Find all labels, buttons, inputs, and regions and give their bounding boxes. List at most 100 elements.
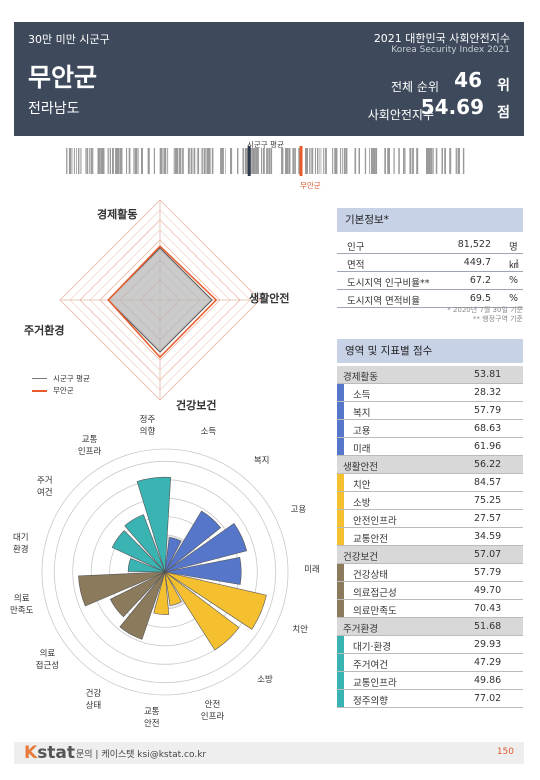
strip-tick — [294, 148, 296, 174]
group-color-bar — [337, 420, 344, 437]
indicator-row: 소득 28.32 — [337, 384, 523, 402]
strip-tick — [336, 148, 338, 174]
group-color-bar — [337, 654, 344, 671]
strip-tick — [430, 148, 433, 174]
strip-tick — [115, 148, 117, 174]
strip-tick — [325, 148, 327, 174]
strip-tick — [285, 148, 286, 174]
polar-bar — [164, 556, 242, 585]
strip-tick — [237, 148, 238, 174]
strip-tick — [255, 148, 257, 174]
strip-tick — [119, 148, 122, 174]
polar-bar — [78, 571, 166, 607]
strip-tick — [90, 148, 93, 174]
strip-tick — [101, 148, 103, 174]
section-row: 주거환경 51.68 — [337, 618, 523, 636]
strip-tick — [373, 148, 376, 174]
page-number: 150 — [496, 747, 514, 757]
indicator-name: 소득 — [353, 390, 371, 401]
strip-tick — [178, 148, 181, 174]
strip-tick — [387, 148, 390, 174]
section-score: 56.22 — [474, 459, 502, 470]
indicator-score: 47.29 — [474, 657, 502, 668]
polar-axis-label: 교통 안전 — [143, 707, 160, 730]
strip-tick — [198, 148, 200, 174]
strip-tick — [268, 148, 270, 174]
strip-tick — [431, 148, 433, 174]
polar-bar — [164, 571, 240, 651]
strip-tick — [230, 148, 232, 174]
strip-tick — [97, 148, 100, 174]
section-name: 건강보건 — [343, 552, 378, 563]
indicator-score: 57.79 — [474, 405, 502, 416]
strip-tick — [128, 148, 131, 174]
group-color-bar — [337, 600, 344, 617]
strip-tick — [246, 148, 249, 174]
strip-tick — [135, 148, 138, 174]
strip-tick — [252, 148, 254, 174]
strip-tick — [416, 148, 419, 174]
strip-tick — [354, 148, 357, 174]
strip-tick — [312, 148, 314, 174]
polar-bar — [164, 537, 182, 573]
scores-title: 영역 및 지표별 점수 — [337, 339, 523, 363]
strip-tick — [317, 148, 319, 174]
footer: Kstat 문의 | 케이스탯 ksi@kstat.co.kr 150 — [14, 742, 524, 764]
section-score: 51.68 — [474, 621, 502, 632]
strip-tick — [209, 148, 211, 174]
strip-tick — [256, 148, 259, 174]
strip-tick — [455, 148, 457, 174]
indicator-score: 68.63 — [474, 423, 502, 434]
polar-axis-label: 고용 — [290, 505, 307, 516]
strip-tick — [398, 148, 400, 174]
strip-tick — [99, 148, 101, 174]
basic-info-panel: 기본정보* 인구 81,522 명 면적 449.7 ㎢ 도시지역 인구비율**… — [337, 208, 523, 308]
strip-tick — [78, 148, 80, 174]
group-color-bar — [337, 492, 344, 509]
strip-tick — [435, 148, 438, 174]
scores-panel: 영역 및 지표별 점수 경제활동 53.81 소득 28.32 복지 57.79 고용… — [337, 339, 523, 708]
indicator-score: 29.93 — [474, 639, 502, 650]
strip-tick — [426, 148, 428, 174]
strip-tick — [134, 148, 135, 174]
indicator-name: 의료만족도 — [353, 606, 397, 617]
indicator-name: 교통안전 — [353, 534, 388, 545]
strip-tick — [320, 148, 322, 174]
strip-tick — [305, 148, 307, 174]
legend-region-swatch — [32, 390, 47, 392]
score-label: 사회안전지수 — [367, 108, 434, 122]
strip-tick — [120, 148, 123, 174]
strip-tick — [207, 148, 210, 174]
strip-tick — [109, 148, 111, 174]
strip-tick — [80, 148, 82, 174]
strip-tick — [245, 148, 247, 174]
indicator-row: 교통인프라 49.86 — [337, 672, 523, 690]
strip-tick — [318, 148, 320, 174]
info-row: 도시지역 면적비율 69.5 % — [337, 290, 523, 308]
group-color-bar — [337, 438, 344, 455]
strip-tick — [73, 148, 75, 174]
polar-axis-label: 소득 — [200, 426, 217, 437]
strip-tick — [102, 148, 104, 174]
polar-bar — [111, 530, 166, 573]
info-unit: 명 — [509, 242, 518, 253]
strip-tick — [286, 148, 288, 174]
strip-tick — [266, 148, 268, 174]
strip-tick — [462, 148, 465, 174]
indicator-score: 77.02 — [474, 693, 502, 704]
strip-tick — [200, 148, 202, 174]
section-score: 53.81 — [474, 369, 502, 380]
section-name: 생활안전 — [343, 462, 378, 473]
group-color-bar — [337, 672, 344, 689]
polar-bar — [109, 571, 166, 618]
radar-axis-label: 건강보건 — [176, 399, 217, 412]
index-title: 2021 대한민국 사회안전지수 — [373, 32, 510, 45]
strip-tick — [449, 148, 452, 174]
strip-tick — [176, 148, 178, 174]
strip-tick — [334, 148, 336, 174]
radar-region-polygon — [107, 245, 218, 359]
rank-unit: 위 — [497, 78, 510, 94]
indicator-score: 75.25 — [474, 495, 502, 506]
indicator-row: 주거여건 47.29 — [337, 654, 523, 672]
polar-axis-label: 건강 상태 — [85, 689, 102, 712]
